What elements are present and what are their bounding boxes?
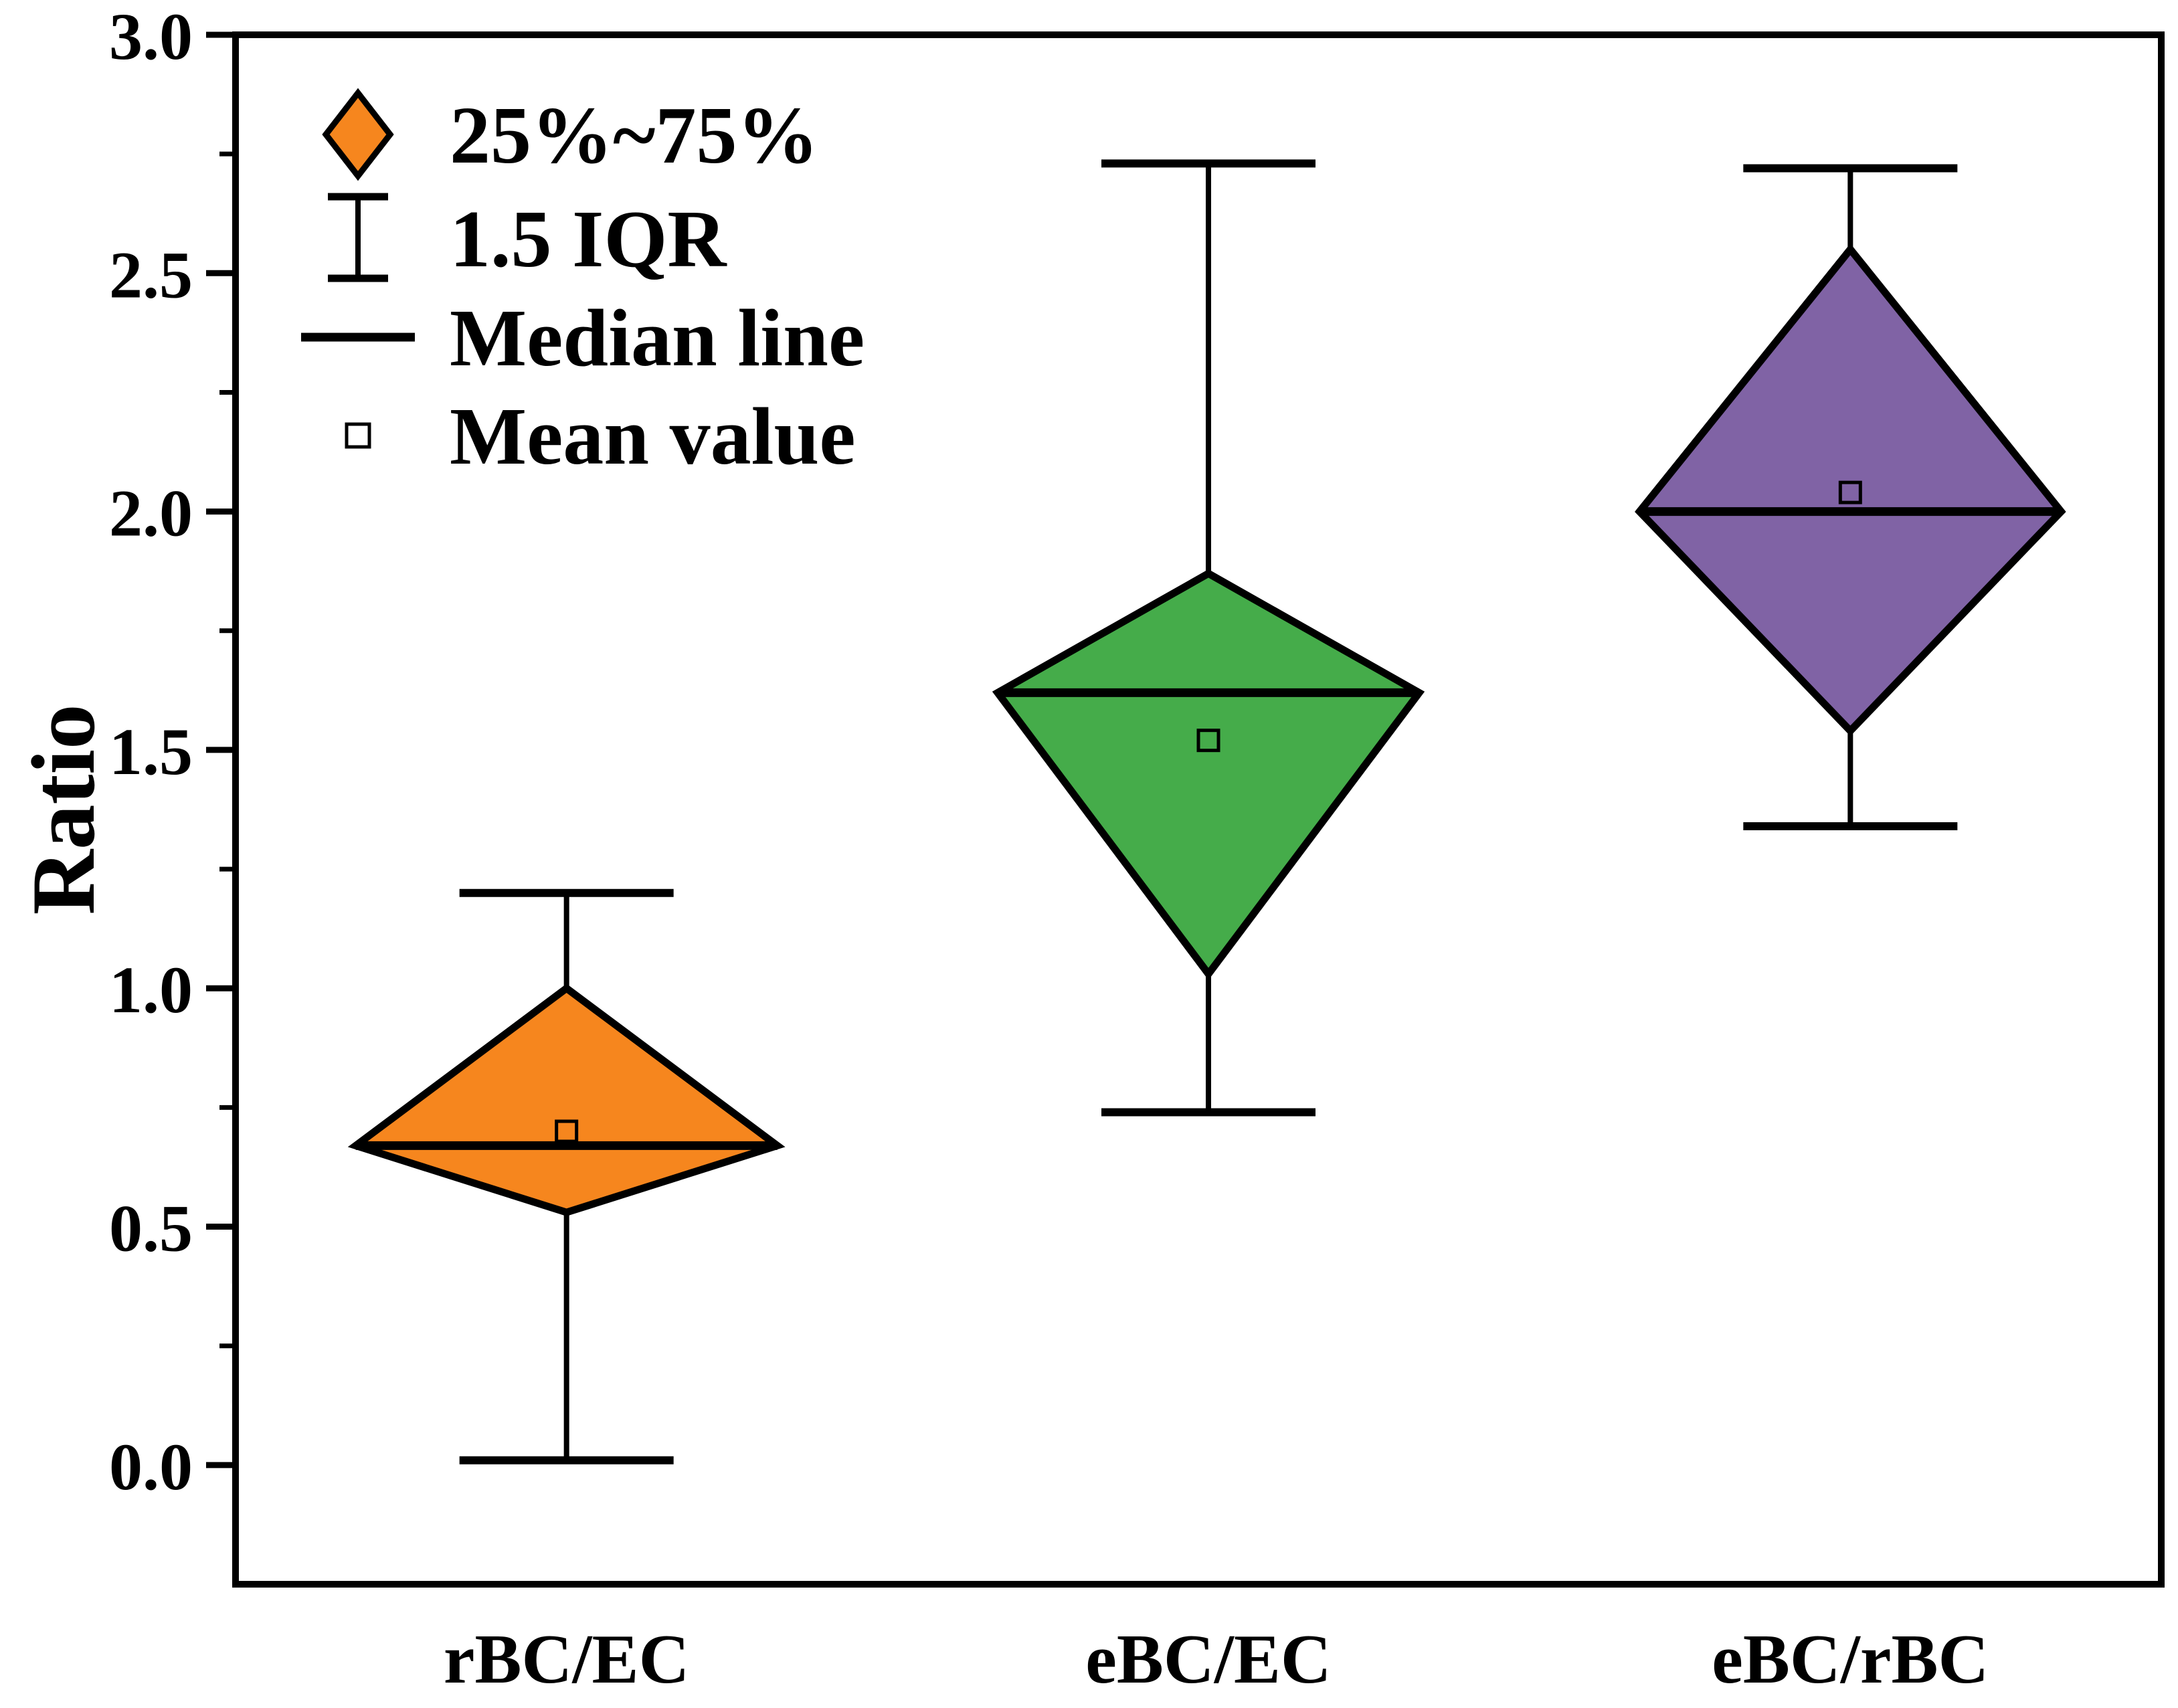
mean-square-icon <box>345 422 371 449</box>
y-axis-title: Ratio <box>14 704 114 915</box>
y-tick-label: 0.0 <box>109 1430 193 1504</box>
mean-marker <box>1838 480 1862 504</box>
mean-marker <box>555 1119 579 1143</box>
diamond-box-rbc-ec <box>347 888 786 1464</box>
diamond-box-ebc-ec <box>992 159 1425 1117</box>
x-category-label: eBC/rBC <box>1712 1620 1989 1698</box>
legend-label: 1.5 IQR <box>450 194 727 284</box>
y-tick-label: 2.0 <box>109 476 193 551</box>
y-tick-label: 0.5 <box>109 1192 193 1266</box>
legend-item: Median line <box>301 293 865 383</box>
y-tick-label: 3.0 <box>109 0 193 74</box>
quartile-diamond <box>992 569 1425 981</box>
x-category-label: rBC/EC <box>444 1620 690 1698</box>
legend-item: 25%~75% <box>322 88 818 181</box>
y-tick-label: 1.0 <box>109 953 193 1027</box>
y-tick-label: 1.5 <box>109 715 193 789</box>
quartile-diamond <box>347 983 786 1216</box>
legend-label: Median line <box>450 293 865 383</box>
y-tick-label: 2.5 <box>109 238 193 312</box>
mean-marker <box>1196 729 1220 753</box>
x-category-label: eBC/EC <box>1085 1620 1332 1698</box>
legend-label: Mean value <box>450 391 856 482</box>
legend-label: 25%~75% <box>450 90 818 181</box>
quartile-diamond <box>1635 243 2066 737</box>
diamond-box-ebc-rbc <box>1635 164 2066 830</box>
legend-item: Mean value <box>345 391 856 482</box>
quartile-diamond-icon <box>322 88 394 181</box>
plot-frame <box>232 31 2165 1588</box>
legend-item: 1.5 IQR <box>328 193 727 284</box>
